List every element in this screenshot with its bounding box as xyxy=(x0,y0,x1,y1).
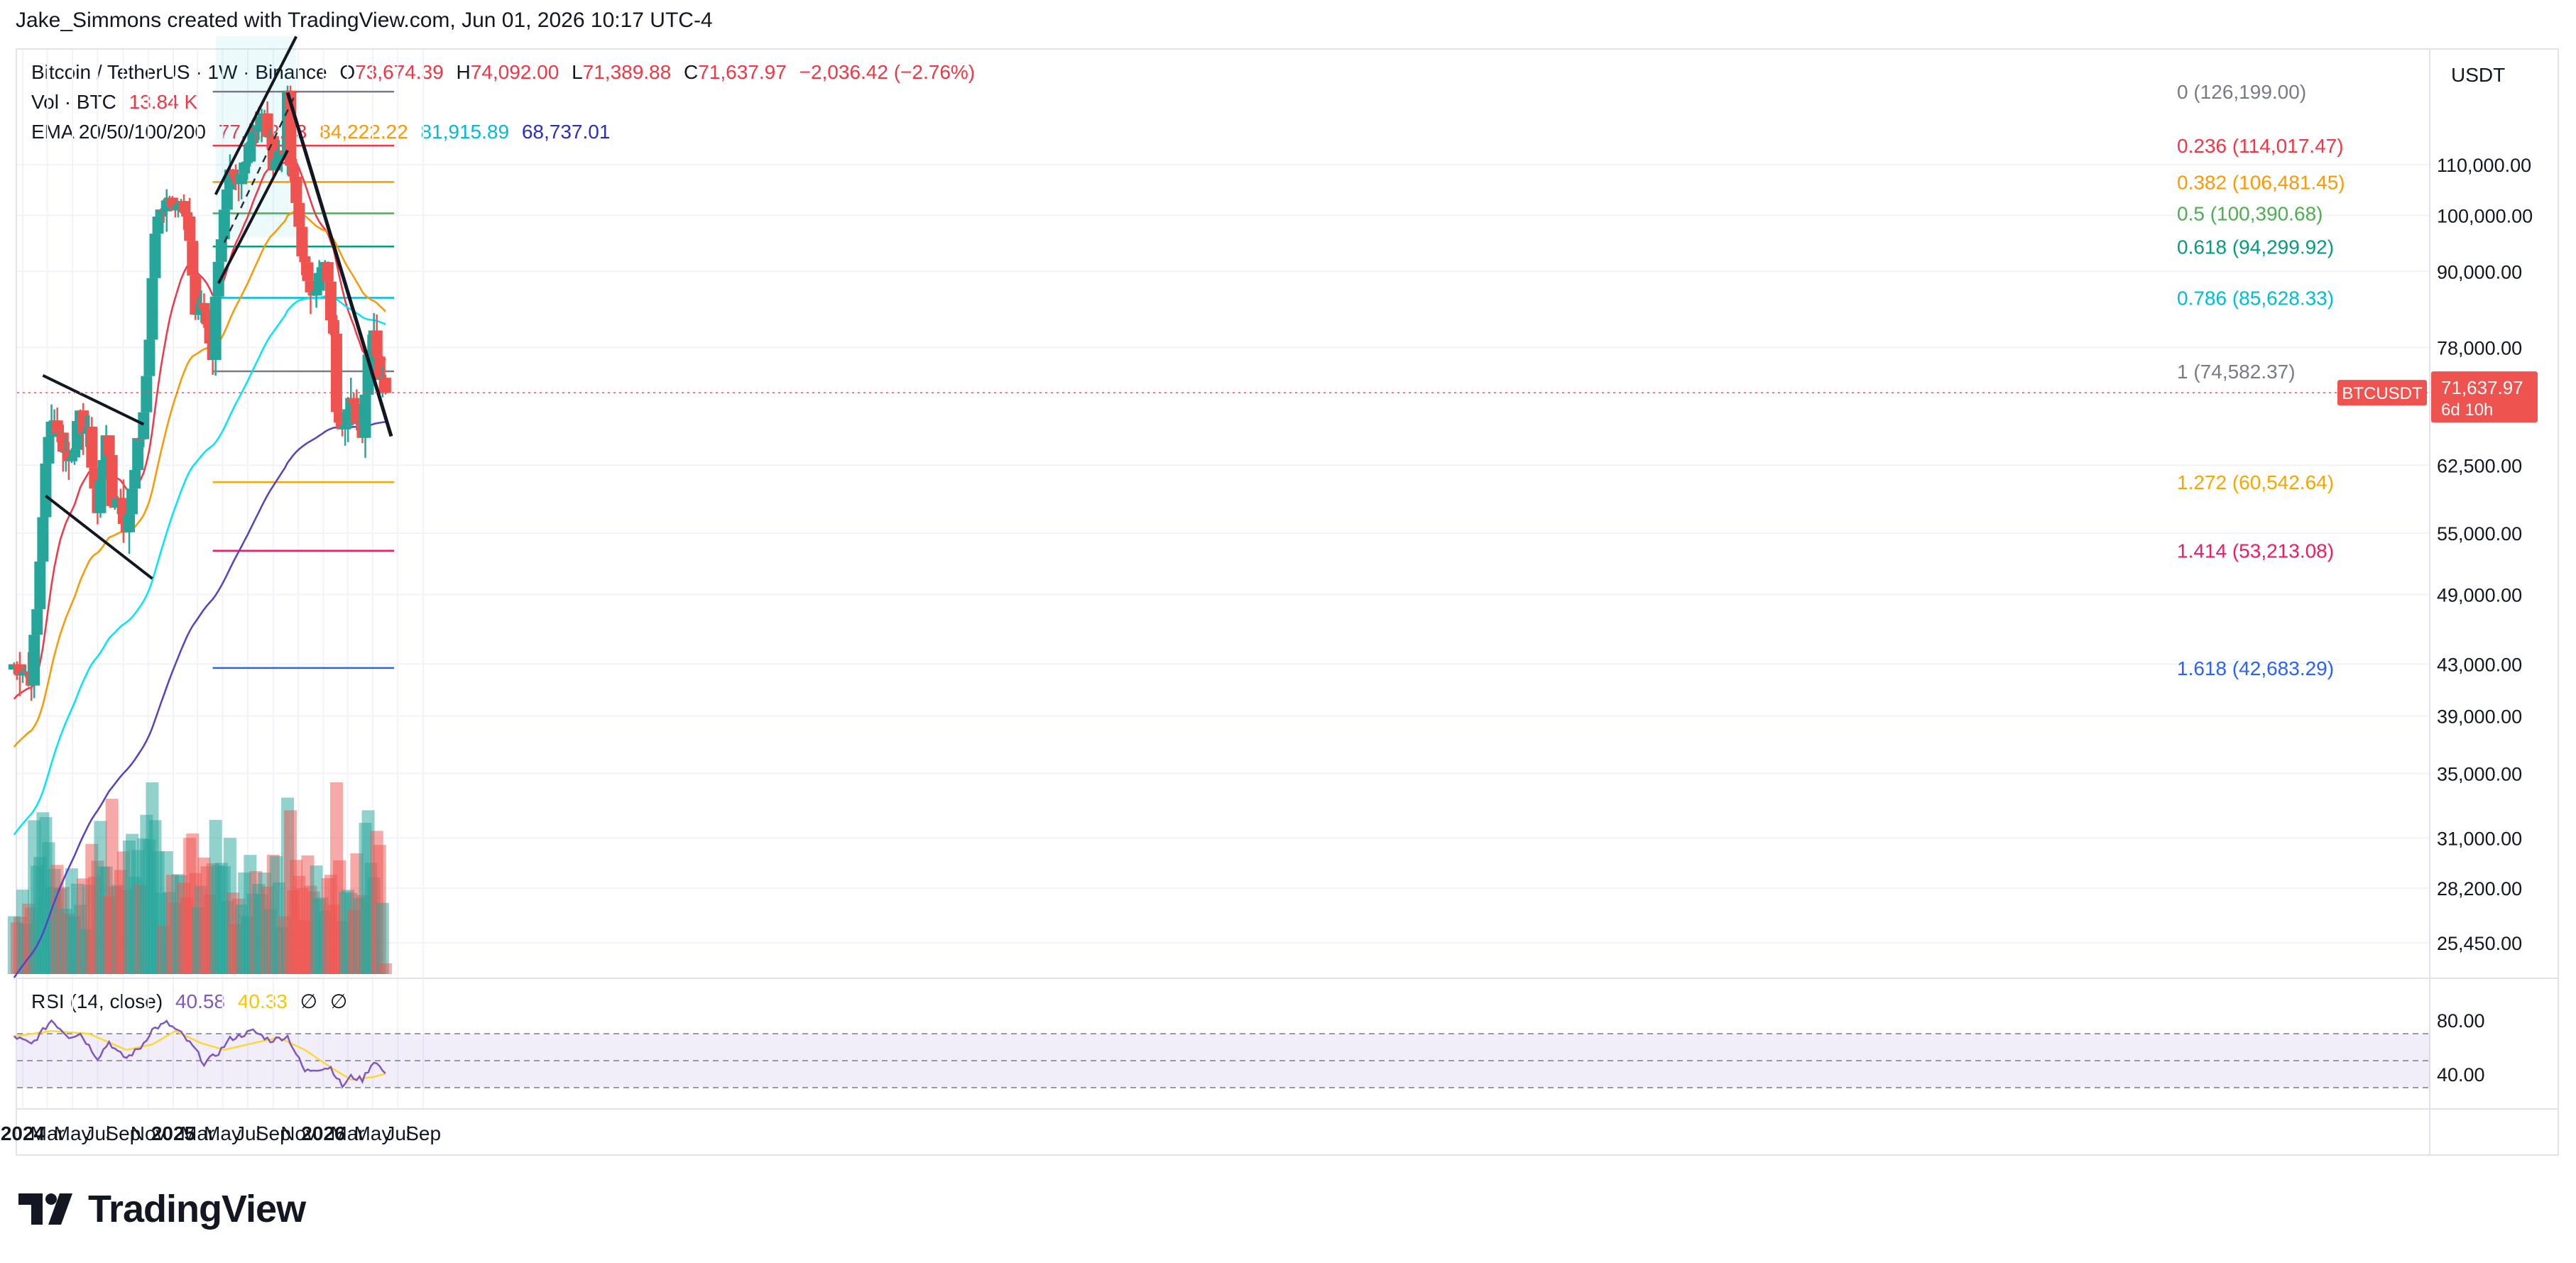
rsi-ma-value: 40.33 xyxy=(237,990,288,1012)
rsi-legend[interactable]: RSI (14, close) 40.58 40.33 ∅ ∅ xyxy=(31,990,354,1013)
ema20-value: 77,172.83 xyxy=(218,121,307,143)
low-value: 71,389.88 xyxy=(582,61,672,83)
ema200-value: 68,737.01 xyxy=(521,121,611,143)
close-value: 71,637.97 xyxy=(698,61,787,83)
tradingview-wordmark: TradingView xyxy=(88,1188,306,1230)
ema-label[interactable]: EMA 20/50/100/200 xyxy=(31,121,206,143)
rsi-null-1: ∅ xyxy=(300,990,318,1012)
volume-legend[interactable]: Vol · BTC 13.84 K xyxy=(31,91,204,114)
ema50-value: 84,222.22 xyxy=(320,121,408,143)
symbol-name[interactable]: Bitcoin / TetherUS · 1W · Binance xyxy=(31,61,327,83)
close-label: C xyxy=(684,61,699,83)
rsi-value: 40.58 xyxy=(175,990,226,1012)
volume-value: 13.84 K xyxy=(129,91,198,113)
price-scale-currency[interactable]: USDT xyxy=(2451,64,2506,86)
high-label: H xyxy=(456,61,471,83)
open-label: O xyxy=(339,61,356,83)
ema-legend[interactable]: EMA 20/50/100/200 77,172.83 84,222.22 81… xyxy=(31,121,617,143)
low-label: L xyxy=(572,61,583,83)
rsi-null-2: ∅ xyxy=(329,990,348,1012)
tradingview-logo-icon xyxy=(18,1193,72,1225)
rsi-label[interactable]: RSI (14, close) xyxy=(31,990,163,1012)
ema100-value: 81,915.89 xyxy=(420,121,510,143)
symbol-legend[interactable]: Bitcoin / TetherUS · 1W · Binance O73,67… xyxy=(31,61,982,84)
chart-caption: Jake_Simmons created with TradingView.co… xyxy=(16,9,713,32)
tradingview-logo[interactable]: TradingView xyxy=(18,1187,306,1231)
change-value: −2,036.42 (−2.76%) xyxy=(799,61,976,83)
open-value: 73,674.39 xyxy=(355,61,444,83)
chart-frame xyxy=(16,48,2559,1156)
high-value: 74,092.00 xyxy=(470,61,560,83)
volume-label[interactable]: Vol · BTC xyxy=(31,91,116,113)
